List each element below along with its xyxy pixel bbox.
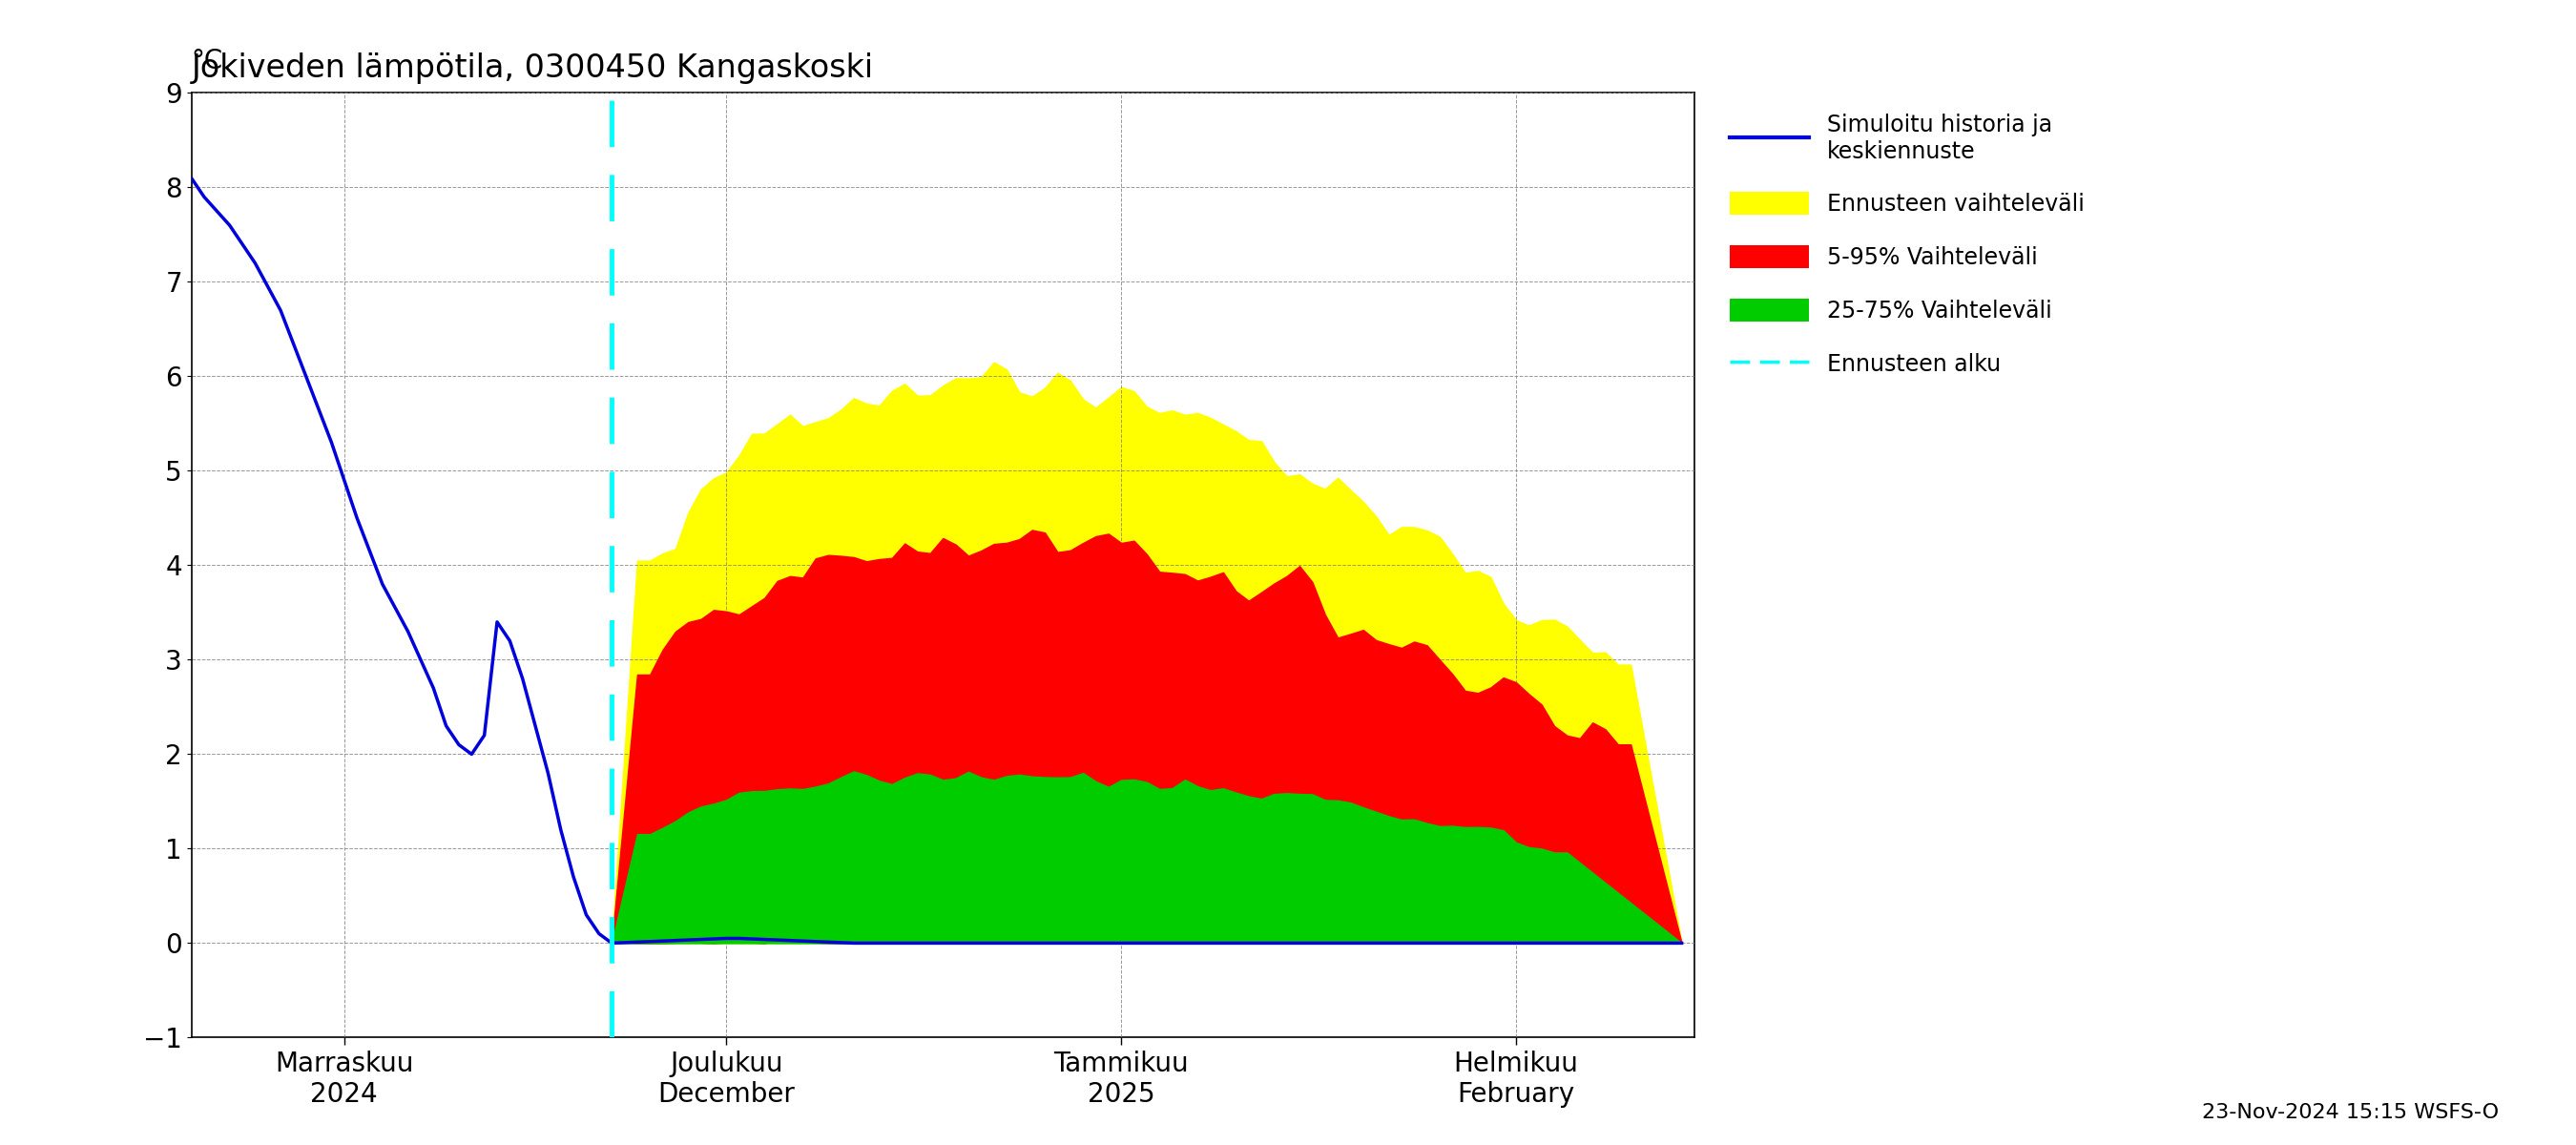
Legend: Simuloitu historia ja
keskiennuste, Ennusteen vaihteleväli, 5-95% Vaihteleväli, : Simuloitu historia ja keskiennuste, Ennu… [1721, 104, 2094, 385]
Text: °C: °C [191, 47, 224, 74]
Text: 23-Nov-2024 15:15 WSFS-O: 23-Nov-2024 15:15 WSFS-O [2202, 1103, 2499, 1122]
Text: Jokiveden lämpötila, 0300450 Kangaskoski: Jokiveden lämpötila, 0300450 Kangaskoski [191, 53, 873, 84]
